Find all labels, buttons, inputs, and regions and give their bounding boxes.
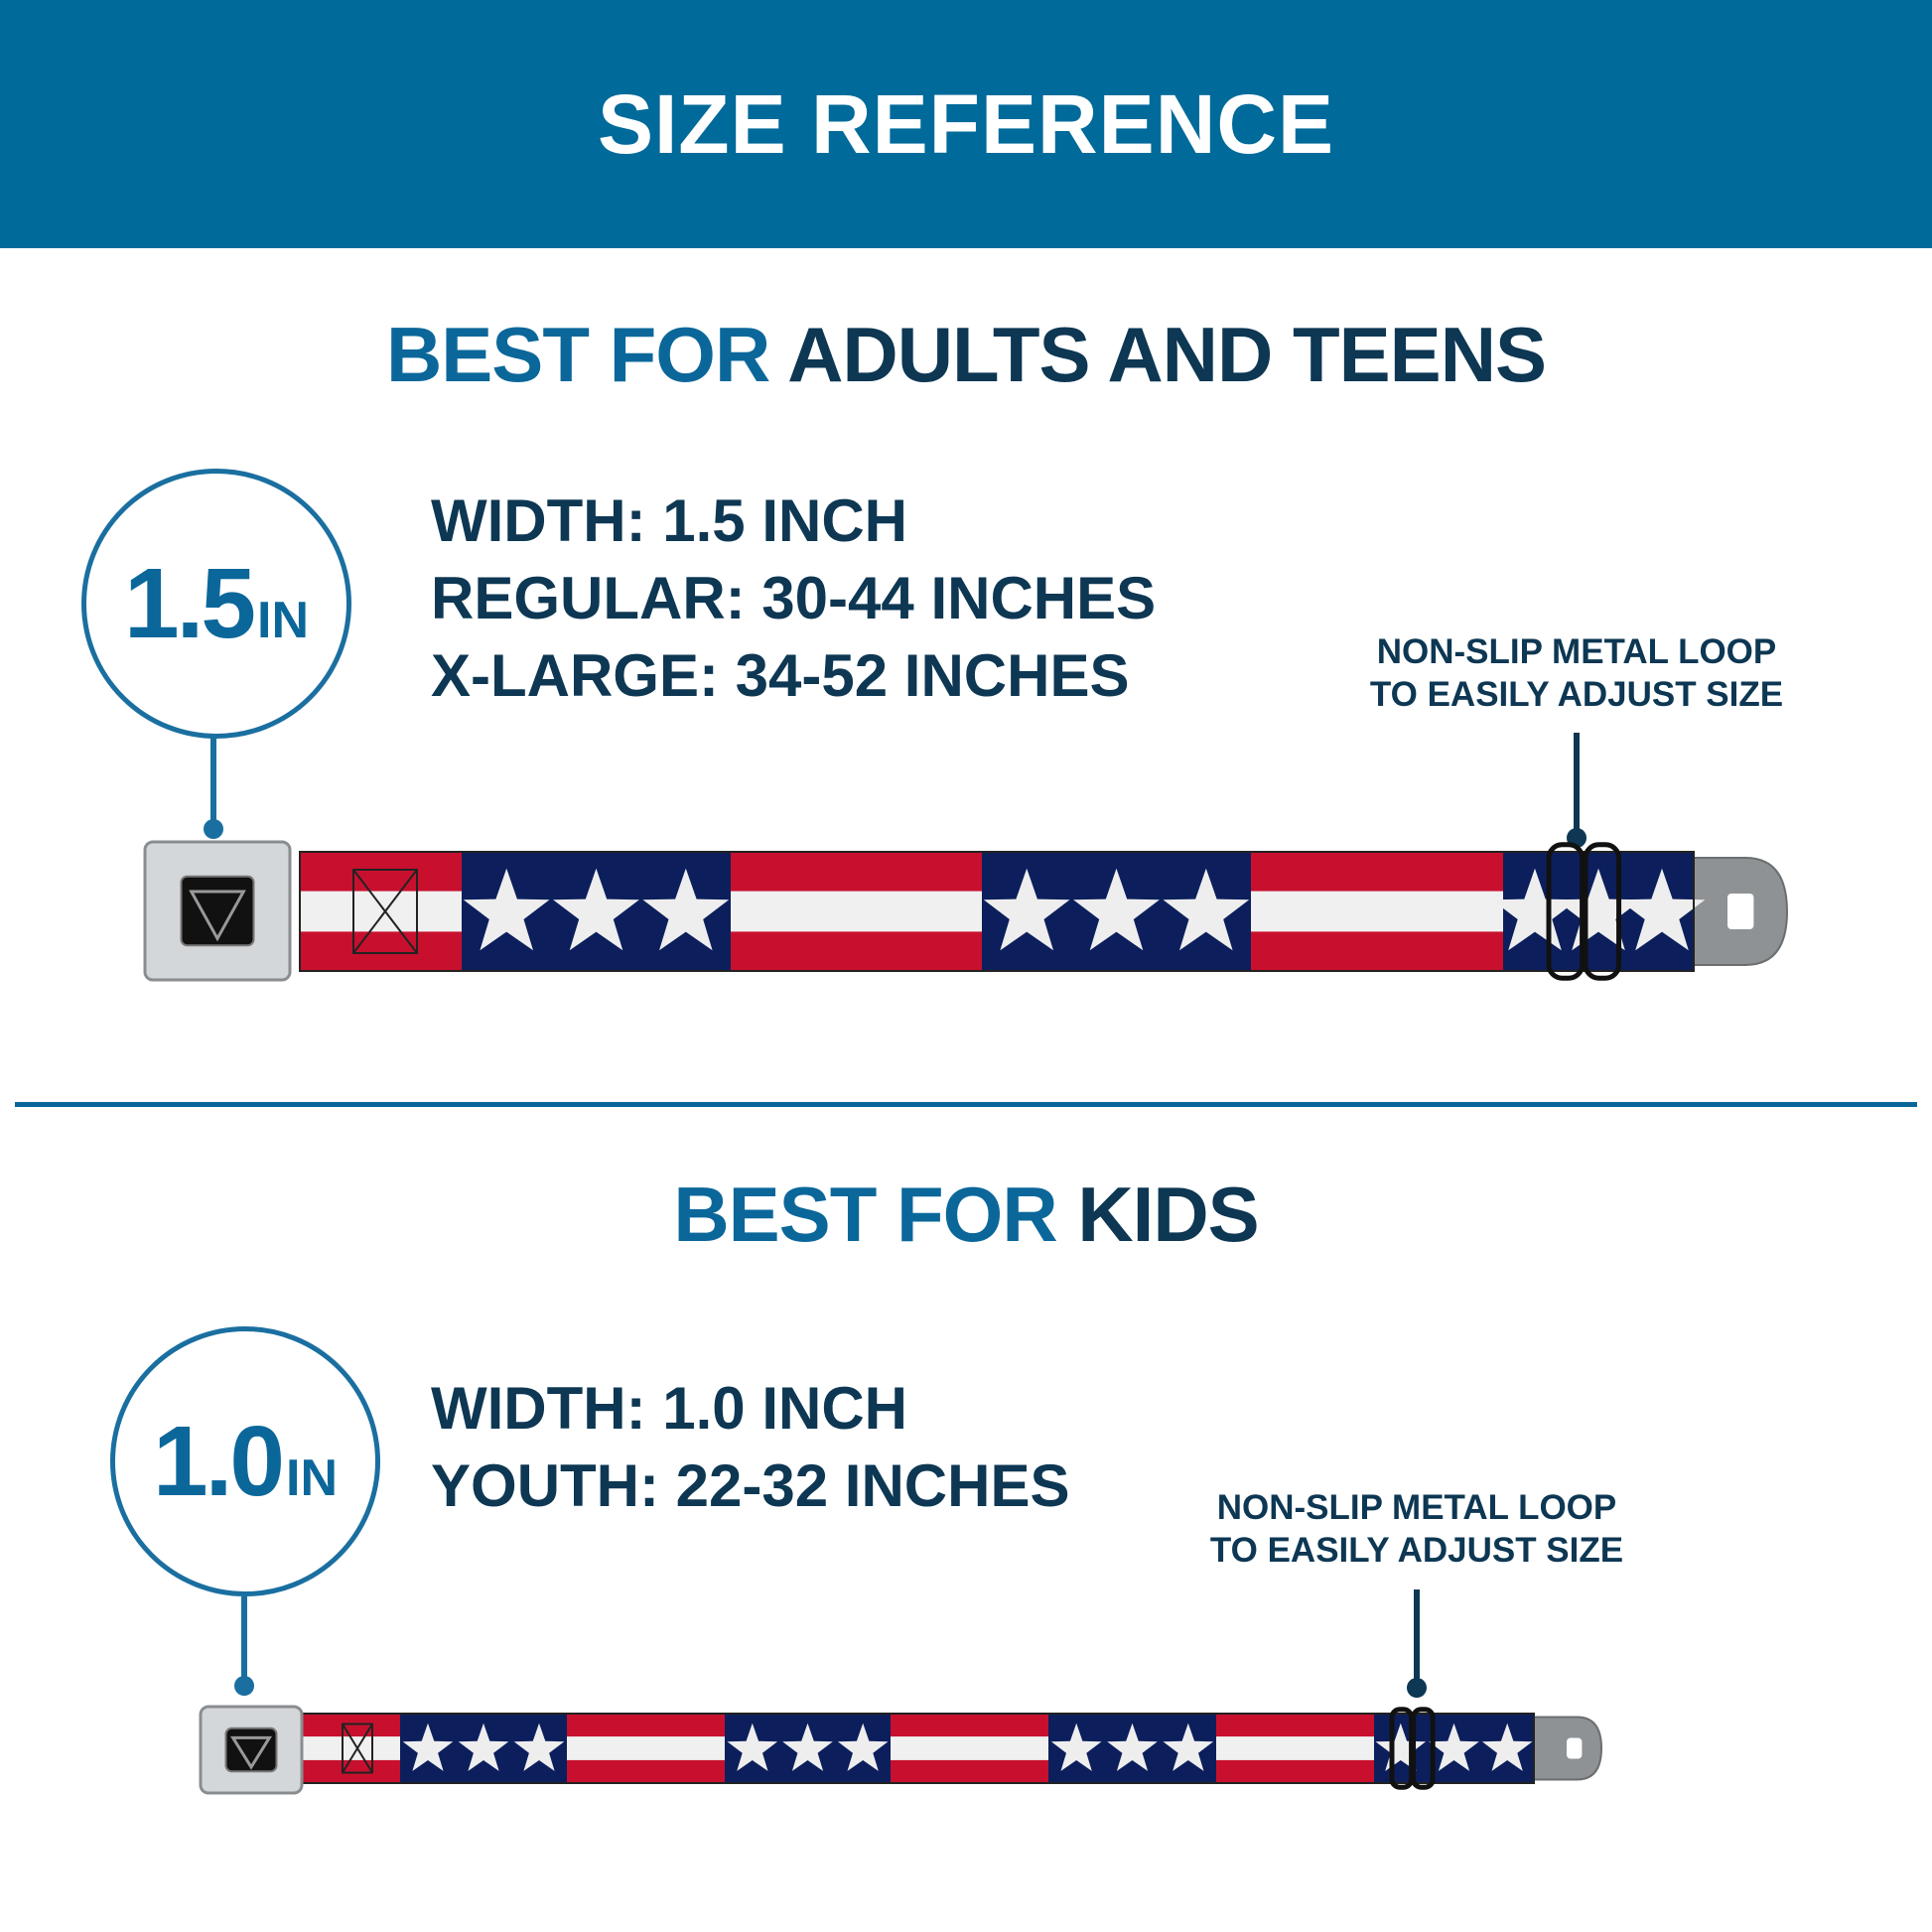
stitch-box xyxy=(342,1723,373,1774)
belt-star xyxy=(1163,1723,1214,1771)
belt-edge xyxy=(299,851,1695,972)
belt-stripe-white xyxy=(1216,1736,1374,1760)
belt-star xyxy=(458,1723,509,1771)
belt-star xyxy=(983,868,1070,951)
adults-loop-note: NON-SLIP METAL LOOP TO EASILY ADJUST SIZ… xyxy=(1318,630,1835,716)
metal-loop-icon xyxy=(1411,1707,1436,1790)
belt-stripe-white xyxy=(300,891,462,932)
buckle-logo-shield xyxy=(229,1735,273,1770)
badge-value: 1.5 xyxy=(123,547,256,659)
stitch-box xyxy=(352,869,418,954)
badge-callout-dot xyxy=(234,1676,254,1696)
note-line: TO EASILY ADJUST SIZE xyxy=(1369,675,1784,714)
width-badge-adults: 1.5 IN xyxy=(81,469,351,739)
belt-star xyxy=(1555,868,1642,951)
badge-unit: IN xyxy=(286,1449,338,1507)
spec-width: WIDTH: 1.0 INCH xyxy=(431,1375,907,1442)
metal-loop-icon xyxy=(1583,842,1622,981)
metal-loop-icon xyxy=(1546,842,1586,981)
belt-star xyxy=(1107,1723,1158,1771)
heading-prefix: BEST FOR xyxy=(673,1171,1057,1258)
spec-width: WIDTH: 1.5 INCH xyxy=(431,487,907,554)
adults-heading: BEST FOR ADULTS AND TEENS xyxy=(0,310,1932,400)
belt-stripe-white xyxy=(567,1736,725,1760)
badge-callout-dot xyxy=(204,819,223,839)
belt-star xyxy=(727,1723,778,1771)
kids-heading: BEST FOR KIDS xyxy=(0,1170,1932,1260)
spec-xlarge: X-LARGE: 34-52 INCHES xyxy=(431,642,1130,709)
tab-hole xyxy=(1727,894,1754,929)
header-banner: SIZE REFERENCE xyxy=(0,0,1932,248)
belt-stripe-white xyxy=(1251,891,1503,932)
page-title: SIZE REFERENCE xyxy=(597,76,1335,171)
belt-star xyxy=(1481,1723,1533,1771)
adults-specs: WIDTH: 1.5 INCH REGULAR: 30-44 INCHES X-… xyxy=(431,483,1156,715)
belt-star xyxy=(1618,868,1706,951)
spec-youth: YOUTH: 22-32 INCHES xyxy=(431,1452,1070,1519)
note-line: NON-SLIP METAL LOOP xyxy=(1376,632,1777,671)
belt-star xyxy=(1050,1723,1102,1771)
belt-star xyxy=(642,868,730,951)
belt-stripe-white xyxy=(302,1736,400,1760)
kids-specs: WIDTH: 1.0 INCH YOUTH: 22-32 INCHES xyxy=(431,1370,1069,1525)
note-line: NON-SLIP METAL LOOP xyxy=(1216,1488,1617,1527)
belt-star xyxy=(1375,1723,1427,1771)
belt-star xyxy=(513,1723,565,1771)
metal-tab-icon xyxy=(1514,1716,1603,1781)
belt-stripe-white xyxy=(891,1736,1048,1760)
buckle-logo-shield xyxy=(189,890,246,942)
heading-main: ADULTS AND TEENS xyxy=(787,311,1547,398)
belt-star xyxy=(1491,868,1579,951)
section-divider xyxy=(15,1102,1917,1107)
belt-star xyxy=(837,1723,889,1771)
loop-callout-dot xyxy=(1407,1678,1427,1698)
belt-star xyxy=(1429,1723,1479,1771)
badge-unit: IN xyxy=(257,592,309,649)
belt-star xyxy=(1073,868,1160,951)
buckle-logo-plate xyxy=(180,875,255,947)
badge-value: 1.0 xyxy=(152,1405,285,1517)
kids-loop-note: NON-SLIP METAL LOOP TO EASILY ADJUST SIZ… xyxy=(1159,1486,1675,1572)
tab-hole xyxy=(1567,1737,1583,1759)
belt-stripe-white xyxy=(731,891,982,932)
belt-star xyxy=(402,1723,454,1771)
belt-star xyxy=(782,1723,833,1771)
spec-regular: REGULAR: 30-44 INCHES xyxy=(431,565,1157,631)
heading-prefix: BEST FOR xyxy=(385,311,770,398)
note-line: TO EASILY ADJUST SIZE xyxy=(1209,1531,1624,1570)
width-badge-kids: 1.0 IN xyxy=(110,1326,380,1596)
belt-star xyxy=(463,868,550,951)
heading-main: KIDS xyxy=(1077,1171,1259,1258)
belt-star xyxy=(1163,868,1250,951)
belt-star xyxy=(553,868,639,951)
